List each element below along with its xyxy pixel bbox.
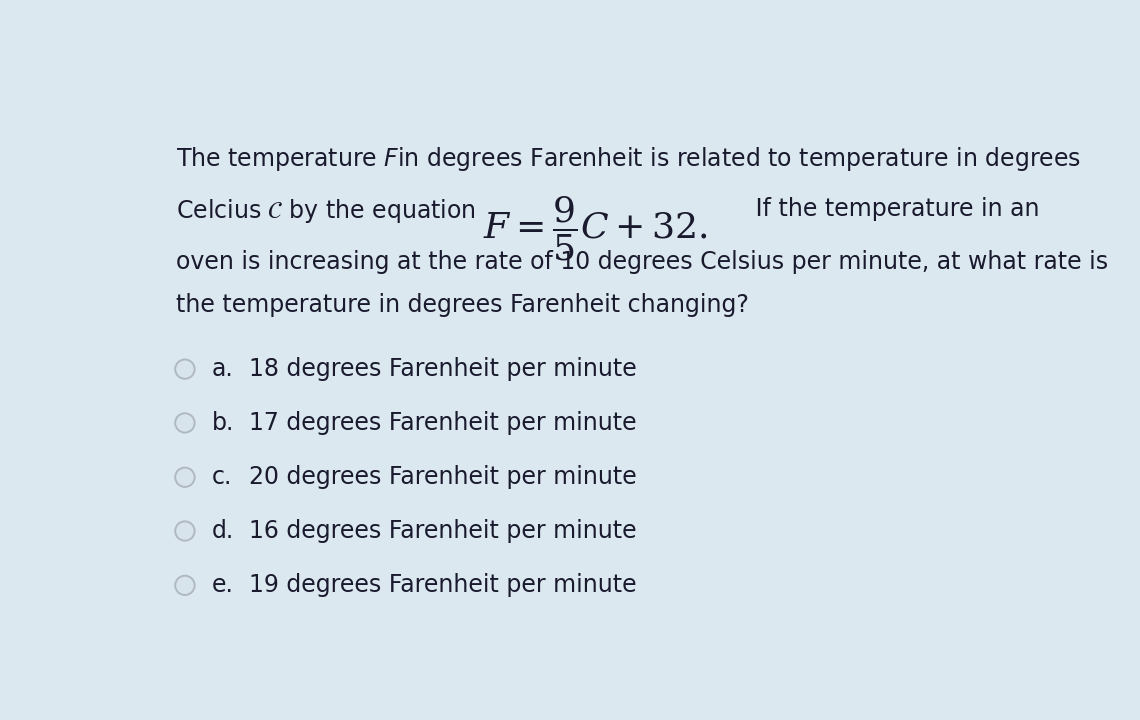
Text: If the temperature in an: If the temperature in an xyxy=(748,197,1040,221)
Text: The temperature $\mathit{F\!\!}$ in degrees Farenheit is related to temperature : The temperature $\mathit{F\!\!}$ in degr… xyxy=(176,145,1081,173)
Text: c.: c. xyxy=(211,465,231,490)
Text: the temperature in degrees Farenheit changing?: the temperature in degrees Farenheit cha… xyxy=(176,292,749,317)
Ellipse shape xyxy=(176,413,195,433)
Ellipse shape xyxy=(176,359,195,379)
Text: e.: e. xyxy=(211,573,234,598)
Text: d.: d. xyxy=(211,519,234,543)
Text: 17 degrees Farenheit per minute: 17 degrees Farenheit per minute xyxy=(249,411,636,435)
Text: 18 degrees Farenheit per minute: 18 degrees Farenheit per minute xyxy=(249,357,636,381)
Text: Celcius $\mathcal{C}$ by the equation: Celcius $\mathcal{C}$ by the equation xyxy=(176,197,478,225)
Text: b.: b. xyxy=(211,411,234,435)
Ellipse shape xyxy=(176,576,195,595)
Text: 16 degrees Farenheit per minute: 16 degrees Farenheit per minute xyxy=(249,519,636,543)
Ellipse shape xyxy=(176,521,195,541)
Text: oven is increasing at the rate of 10 degrees Celsius per minute, at what rate is: oven is increasing at the rate of 10 deg… xyxy=(176,250,1108,274)
Text: $F=\dfrac{9}{5}C+32.$: $F=\dfrac{9}{5}C+32.$ xyxy=(482,194,708,263)
Text: a.: a. xyxy=(211,357,234,381)
Text: 19 degrees Farenheit per minute: 19 degrees Farenheit per minute xyxy=(249,573,636,598)
Ellipse shape xyxy=(176,467,195,487)
Text: 20 degrees Farenheit per minute: 20 degrees Farenheit per minute xyxy=(249,465,636,490)
